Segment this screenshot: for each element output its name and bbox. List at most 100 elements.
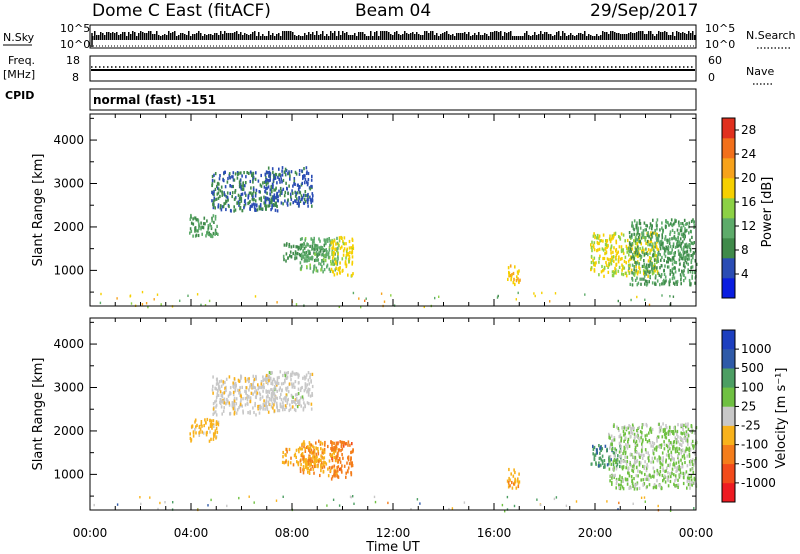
nsky-bar [532,35,534,40]
data-cell [315,269,318,273]
data-cell [345,471,347,475]
data-cell [274,395,277,400]
data-cell [285,169,288,173]
nsky-bar [256,36,258,40]
data-cell [662,246,664,250]
data-cell [348,259,350,264]
data-cell [690,442,693,446]
data-cell [292,184,294,188]
data-cell [338,236,341,240]
data-cell [303,401,305,405]
data-cell [329,269,332,273]
data-cell [626,477,629,481]
data-cell [683,237,686,241]
data-cell [664,254,667,258]
data-cell [240,171,242,175]
colorbar-segment [722,349,735,369]
data-cell [149,496,151,499]
data-cell [345,264,348,269]
data-cell [685,244,688,248]
nsky-bar [396,31,398,40]
data-cell [268,174,270,178]
data-cell [248,379,250,383]
data-cell [642,229,645,233]
data-cell [297,187,300,192]
data-cell [228,401,230,405]
data-cell [265,377,268,381]
nsky-bar [260,36,262,40]
nsky-bar [206,35,208,40]
data-cell [632,484,634,488]
data-cell [253,501,255,504]
data-cell [670,453,673,457]
nsky-bar [572,35,574,40]
data-cell [501,503,504,507]
data-cell [683,273,685,277]
data-cell [262,385,265,389]
data-cell [592,261,595,265]
nsky-bar [362,32,364,40]
data-cell [341,453,343,457]
data-cell [625,244,628,248]
data-cell [636,428,638,433]
data-cell [693,241,695,245]
data-cell [516,270,519,274]
data-cell [667,260,669,264]
nsky-bar [458,33,460,40]
data-cell [672,272,675,276]
data-cell [331,246,333,250]
data-cell [674,474,677,478]
data-cell [689,483,691,487]
data-cell [231,184,233,189]
nsky-bar [324,36,326,40]
data-cell [293,182,295,186]
data-cell [652,242,654,246]
data-cell [634,483,636,487]
data-cell [674,251,676,255]
data-cell [684,460,686,465]
data-cell [674,270,677,274]
nsky-bar [596,34,598,40]
data-cell [227,394,230,398]
nsky-bar [644,34,646,40]
data-cell [239,206,242,210]
data-cell [513,277,515,281]
data-cell [250,391,253,395]
data-cell [324,240,326,244]
data-cell [301,395,304,399]
data-cell [689,238,691,242]
data-cell [674,282,676,286]
data-cell [197,229,199,233]
data-cell [265,176,267,180]
data-cell [298,450,300,454]
data-cell [330,454,332,458]
data-cell [258,205,261,209]
nsky-bar [238,34,240,40]
nsky-bar [678,32,680,40]
data-cell [292,400,294,404]
data-cell [215,377,218,381]
nsky-bar [190,36,192,40]
nsky-bar [464,32,466,40]
data-cell [678,447,680,451]
data-cell [657,504,659,508]
data-cell [507,266,510,270]
data-cell [325,462,328,466]
data-cell [294,372,297,376]
data-cell [590,254,593,259]
data-cell [312,450,315,454]
data-cell [596,236,598,240]
data-cell [202,431,205,435]
data-cell [198,431,200,435]
data-cell [541,291,543,295]
data-cell [635,474,638,478]
data-cell [653,263,656,267]
nsky-bar [400,35,402,40]
colorbar-segment [722,238,735,259]
data-cell [637,231,639,235]
data-cell [319,473,321,478]
nsky-bar [406,33,408,40]
data-cell [332,256,334,260]
data-cell [629,244,631,248]
data-cell [299,396,302,400]
